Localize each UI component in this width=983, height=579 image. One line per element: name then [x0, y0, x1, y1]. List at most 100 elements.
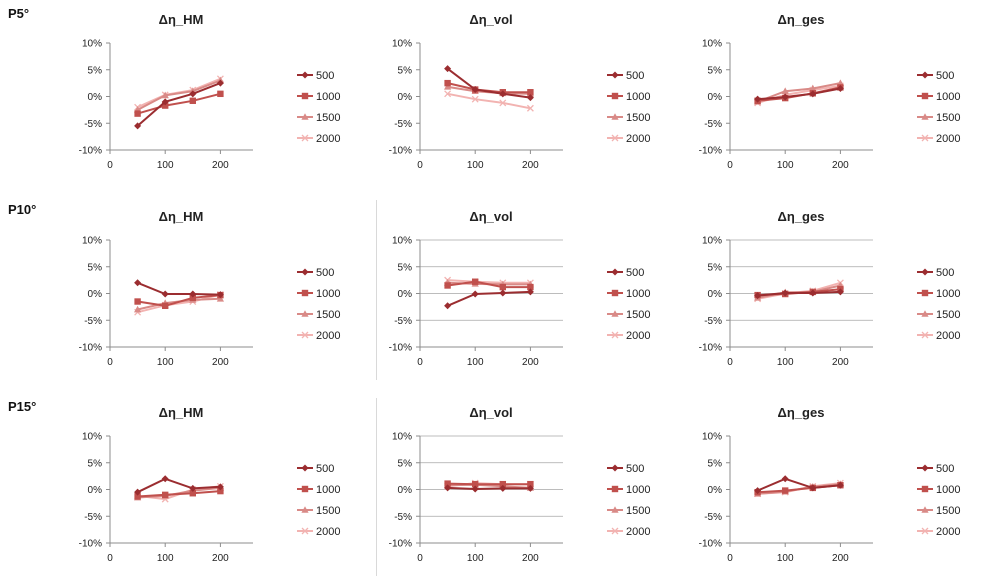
- y-tick-label: 10%: [82, 39, 102, 50]
- legend-marker: [921, 464, 929, 472]
- data-point: [526, 484, 534, 492]
- legend-entry: 500: [917, 70, 954, 82]
- data-point: [162, 102, 169, 109]
- legend-label: 1000: [626, 91, 650, 103]
- y-tick-label: 0%: [88, 92, 103, 103]
- legend-entry: 1000: [297, 91, 340, 103]
- y-tick-label: -5%: [394, 316, 412, 327]
- y-tick-label: -10%: [389, 343, 412, 354]
- y-tick-label: 10%: [702, 39, 722, 50]
- legend-label: 1500: [316, 505, 340, 517]
- legend-entry: 1000: [917, 91, 960, 103]
- x-tick-label: 0: [727, 357, 733, 368]
- chart-title: Δη_ges: [778, 12, 825, 27]
- x-tick-label: 100: [467, 553, 484, 564]
- chart-title: Δη_HM: [159, 209, 204, 224]
- x-tick-label: 200: [832, 160, 849, 171]
- x-tick-label: 0: [417, 160, 423, 171]
- y-tick-label: -5%: [704, 316, 722, 327]
- legend-entry: 2000: [917, 133, 960, 145]
- line-chart: Δη_ges 10% 5% 0% -5% -10% 0 100 200 500 1000 1500 20…: [699, 209, 961, 368]
- data-point: [217, 487, 224, 495]
- legend-entry: 1000: [297, 288, 340, 300]
- legend-label: 1500: [316, 309, 340, 321]
- legend-entry: 1000: [917, 484, 960, 496]
- legend-marker: [921, 71, 929, 79]
- series-line: [137, 281, 221, 296]
- legend-marker: [301, 268, 309, 276]
- legend-entry: 1500: [917, 505, 960, 517]
- data-point: [471, 290, 479, 298]
- series-500: [134, 79, 224, 130]
- legend-label: 1000: [936, 288, 960, 300]
- series-500: [754, 475, 844, 495]
- data-point: [189, 90, 197, 98]
- legend-marker: [301, 310, 309, 317]
- data-point: [161, 91, 169, 99]
- legend-marker: [301, 331, 309, 339]
- data-point: [134, 110, 141, 117]
- legend-label: 2000: [316, 526, 340, 538]
- x-tick-label: 200: [212, 553, 229, 564]
- series-line: [447, 280, 531, 289]
- legend-marker: [921, 310, 929, 317]
- legend-entry: 1500: [297, 505, 340, 517]
- data-point: [754, 487, 762, 495]
- data-point: [527, 480, 534, 488]
- x-tick-label: 200: [212, 357, 229, 368]
- legend-entry: 2000: [607, 330, 650, 342]
- chart-title: Δη_ges: [778, 405, 825, 420]
- chart-title: Δη_vol: [469, 12, 512, 27]
- data-point: [134, 122, 142, 130]
- data-point: [444, 90, 452, 98]
- series-500: [134, 475, 224, 496]
- y-tick-label: 5%: [88, 458, 103, 469]
- y-tick-label: 0%: [398, 92, 413, 103]
- series-line: [137, 79, 221, 111]
- data-point: [754, 95, 762, 103]
- data-point: [809, 484, 817, 492]
- legend-entry: 1000: [917, 288, 960, 300]
- y-tick-label: -5%: [704, 119, 722, 130]
- legend-entry: 1500: [917, 309, 960, 321]
- legend-entry: 1000: [607, 91, 650, 103]
- data-point: [134, 305, 142, 313]
- y-tick-label: 10%: [392, 432, 412, 443]
- legend-label: 1500: [626, 112, 650, 124]
- data-point: [189, 290, 197, 298]
- x-tick-label: 100: [777, 357, 794, 368]
- x-tick-label: 0: [107, 553, 113, 564]
- y-tick-label: 5%: [398, 458, 413, 469]
- series-line: [137, 92, 221, 115]
- legend-label: 500: [936, 463, 954, 475]
- data-point: [161, 98, 169, 106]
- legend-marker: [611, 134, 619, 142]
- y-tick-label: 5%: [708, 65, 723, 76]
- data-point: [134, 493, 141, 500]
- y-tick-label: 5%: [88, 262, 103, 273]
- legend-label: 2000: [626, 526, 650, 538]
- data-point: [216, 79, 224, 87]
- legend-entry: 2000: [917, 330, 960, 342]
- data-point: [781, 475, 789, 483]
- series-500: [444, 484, 534, 493]
- series-line: [137, 294, 221, 307]
- y-tick-label: 10%: [702, 236, 722, 247]
- y-tick-label: -10%: [699, 539, 722, 550]
- data-point: [781, 87, 789, 94]
- y-tick-label: 10%: [82, 432, 102, 443]
- legend-marker: [921, 268, 929, 276]
- series-1000: [444, 278, 534, 291]
- legend-label: 1000: [626, 484, 650, 496]
- data-point: [134, 279, 142, 287]
- y-tick-label: -10%: [79, 343, 102, 354]
- legend-entry: 1000: [607, 484, 650, 496]
- legend-marker: [301, 527, 309, 535]
- legend-label: 500: [626, 463, 644, 475]
- chart-title: Δη_vol: [469, 209, 512, 224]
- data-point: [444, 302, 452, 310]
- y-tick-label: 0%: [88, 289, 103, 300]
- x-tick-label: 100: [157, 357, 174, 368]
- data-point: [782, 487, 789, 494]
- data-point: [499, 99, 507, 107]
